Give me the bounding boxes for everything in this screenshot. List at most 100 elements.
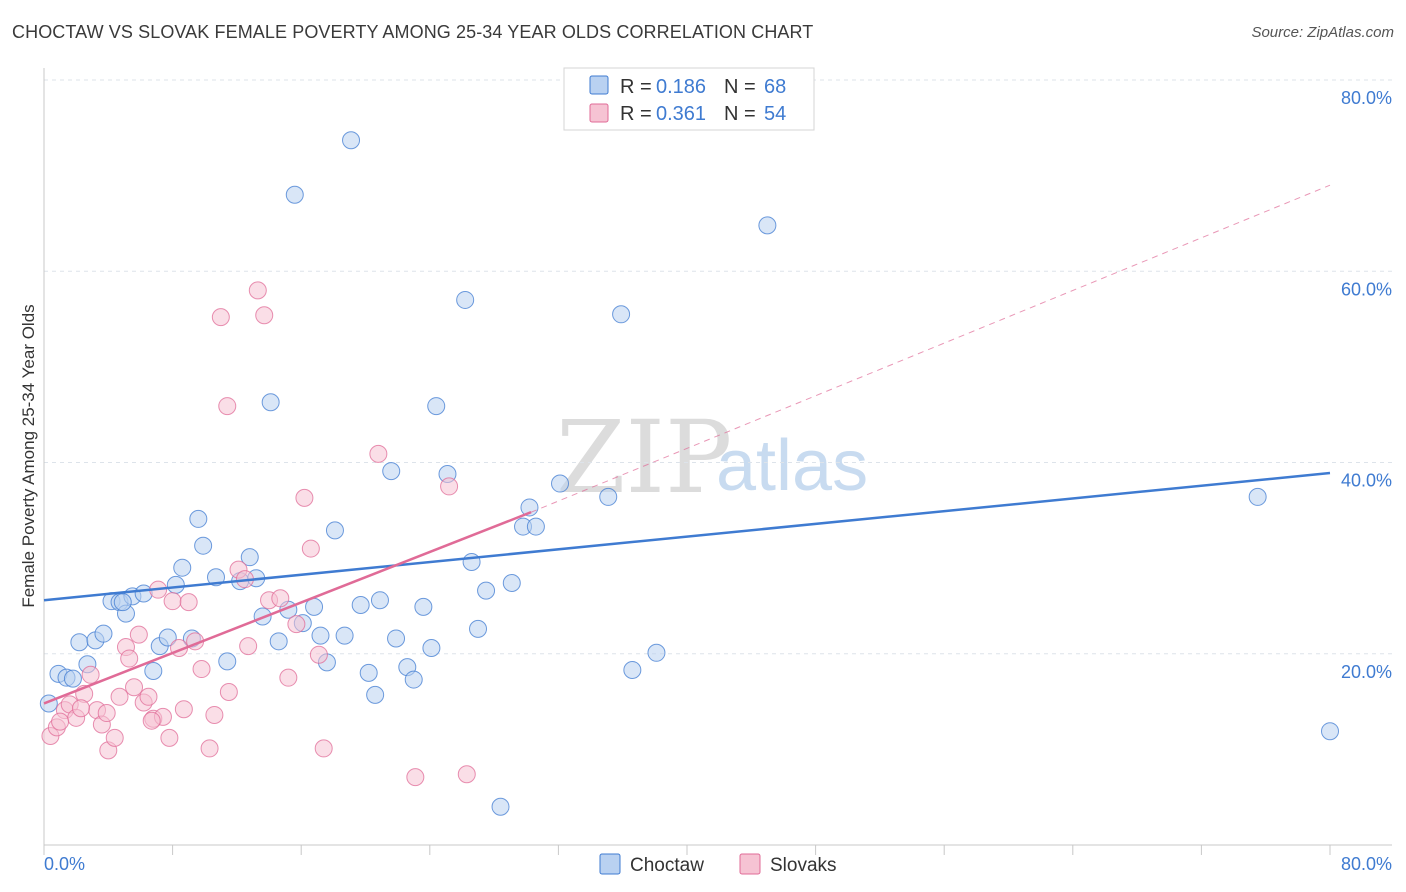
choctaw-point — [520, 498, 539, 517]
chart-title: CHOCTAW VS SLOVAK FEMALE POVERTY AMONG 2… — [12, 22, 814, 42]
choctaw-point — [173, 558, 192, 577]
legend-r-label-slovaks: R = — [620, 103, 652, 125]
slovaks-point — [309, 645, 328, 664]
choctaw-point — [342, 131, 361, 150]
slovaks-point — [314, 739, 333, 758]
slovaks-point — [200, 739, 219, 758]
slovaks-point — [51, 712, 70, 731]
choctaw-point — [414, 597, 433, 616]
slovaks-point — [369, 444, 388, 463]
choctaw-point — [551, 474, 570, 493]
bottom-legend-swatch-choctaw — [599, 853, 621, 875]
y-tick-label: 60.0% — [1341, 279, 1392, 299]
choctaw-point — [623, 661, 642, 680]
choctaw-point — [491, 797, 510, 816]
choctaw-point — [469, 619, 488, 638]
slovaks-point — [295, 488, 314, 507]
slovaks-point — [174, 700, 193, 719]
grid-lines — [44, 79, 1392, 655]
choctaw-point — [427, 397, 446, 416]
x-tick-label-min: 0.0% — [44, 854, 85, 874]
legend-n-label-choctaw: N = — [724, 76, 756, 98]
slovaks-point — [129, 625, 148, 644]
choctaw-point — [387, 629, 406, 648]
choctaw-point — [94, 624, 113, 643]
choctaw-point — [612, 305, 631, 324]
choctaw-point — [218, 652, 237, 671]
legend-n-value-choctaw: 68 — [764, 76, 786, 98]
choctaw-point — [39, 694, 58, 713]
legend: R = 0.186 N = 68 R = 0.361 N = 54 — [563, 67, 815, 131]
legend-swatch-slovaks — [589, 103, 609, 123]
slovaks-point — [81, 665, 100, 684]
choctaw-point — [240, 548, 259, 567]
bottom-legend-label-slovaks: Slovaks — [770, 855, 837, 876]
slovaks-point — [97, 704, 116, 723]
legend-r-label-choctaw: R = — [620, 76, 652, 98]
y-tick-label: 40.0% — [1341, 471, 1392, 491]
choctaw-point — [269, 632, 288, 651]
legend-n-label-slovaks: N = — [724, 103, 756, 125]
source-label: Source: ZipAtlas.com — [1251, 24, 1394, 41]
choctaw-point — [285, 185, 304, 204]
choctaw-point — [1321, 722, 1339, 741]
choctaw-point — [261, 393, 280, 412]
choctaw-point — [359, 663, 378, 682]
slovaks-point — [71, 699, 90, 718]
slovaks-point — [211, 308, 230, 327]
slovaks-point — [192, 660, 211, 679]
slovaks-point — [219, 683, 238, 701]
choctaw-point — [462, 552, 481, 571]
choctaw-point — [335, 626, 354, 645]
choctaw-point — [382, 462, 401, 481]
choctaw-point — [311, 626, 330, 645]
choctaw-point — [502, 573, 521, 592]
slovaks-point — [105, 728, 124, 747]
choctaw-point — [144, 661, 163, 680]
y-axis-label: Female Poverty Among 25-34 Year Olds — [19, 304, 38, 607]
choctaw-point — [166, 575, 185, 594]
choctaw-point — [404, 670, 423, 689]
y-tick-labels: 20.0% 40.0% 60.0% 80.0% — [1341, 88, 1392, 682]
slovaks-point — [142, 711, 161, 730]
watermark-atlas: atlas — [716, 426, 868, 506]
watermark-zip: ZIP — [556, 399, 732, 516]
slovaks-point — [160, 728, 179, 747]
slovaks-point — [179, 593, 198, 612]
choctaw-point — [599, 487, 618, 506]
y-tick-label: 80.0% — [1341, 88, 1392, 108]
slovaks-point — [301, 539, 320, 558]
choctaw-point — [63, 669, 82, 688]
axes — [43, 68, 1392, 846]
choctaw-point — [758, 216, 777, 235]
choctaw-point — [207, 568, 226, 587]
choctaw-point — [189, 509, 208, 528]
x-tick-marks — [43, 845, 1331, 855]
choctaw-point — [158, 628, 177, 647]
trend-line-slovaks — [43, 511, 532, 705]
legend-r-value-slovaks: 0.361 — [656, 103, 706, 125]
choctaw-point — [70, 633, 89, 652]
legend-swatch-choctaw — [589, 75, 609, 95]
bottom-legend: Choctaw Slovaks — [599, 853, 837, 876]
choctaw-point — [366, 685, 385, 704]
slovaks-point — [120, 649, 139, 668]
legend-r-value-choctaw: 0.186 — [656, 76, 706, 98]
slovaks-point — [279, 668, 298, 687]
choctaw-point — [456, 290, 475, 309]
legend-n-value-slovaks: 54 — [764, 103, 786, 125]
choctaw-point — [526, 517, 545, 536]
slovaks-point — [406, 768, 425, 787]
slovaks-point — [218, 397, 237, 416]
choctaw-point — [351, 595, 370, 614]
choctaw-point — [325, 521, 344, 540]
bottom-legend-swatch-slovaks — [739, 853, 761, 875]
slovaks-point — [255, 306, 274, 325]
trend-line-slovaks-extension — [530, 184, 1331, 513]
y-tick-label: 20.0% — [1341, 662, 1392, 682]
trend-lines — [43, 184, 1331, 705]
slovaks-point — [287, 615, 306, 634]
slovaks-point — [125, 678, 144, 697]
slovaks-point — [205, 705, 224, 724]
trend-line-choctaw — [43, 471, 1331, 602]
